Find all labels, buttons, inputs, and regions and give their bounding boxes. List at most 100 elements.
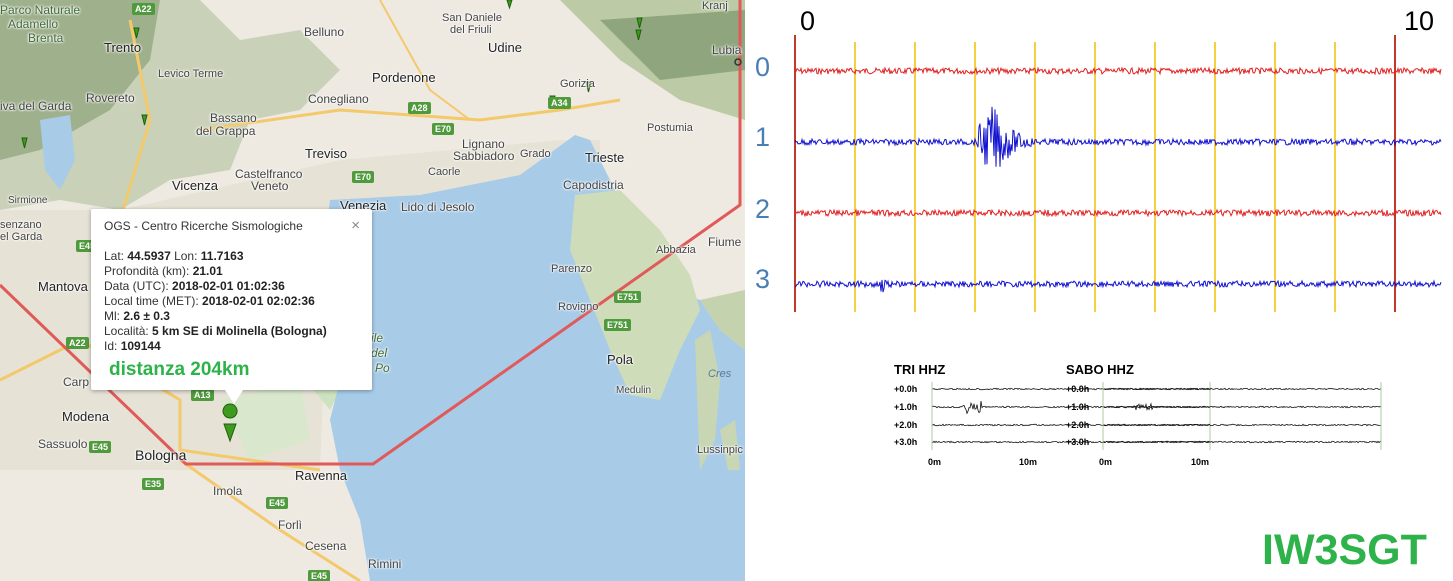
popup-title: OGS - Centro Ricerche Sismologiche (104, 219, 303, 233)
helicorder-plot (794, 35, 1442, 312)
map-label: Trento (104, 40, 142, 55)
id-label: Id: (104, 339, 121, 353)
distance-label: distanza 204km (109, 359, 250, 380)
local-time-label: Local time (MET): (104, 294, 203, 308)
map-label: del Friuli (450, 24, 492, 36)
map-label: Sirmione (8, 195, 48, 206)
map-label: senzano (0, 219, 42, 231)
mini-row-label: +0.0h (1066, 384, 1090, 394)
map-label: Pordenone (372, 70, 436, 85)
map-label: Mantova (38, 279, 88, 294)
map-label: Lussinpic (697, 444, 743, 456)
local-time-value: 2018-02-01 02:02:36 (202, 294, 315, 308)
road-shield: E70 (352, 171, 375, 183)
map-label: Treviso (305, 146, 348, 161)
map-label: Vicenza (172, 178, 219, 193)
lat-value: 44.5937 (127, 249, 171, 263)
road-shield: A13 (191, 389, 214, 401)
trace-label-3: 3 (755, 264, 771, 294)
map-label: Abbazia (656, 244, 696, 256)
mini-axis-start: 0m (1099, 457, 1113, 467)
close-icon[interactable]: × (351, 217, 360, 234)
map-label: Kranj (702, 0, 728, 12)
road-shield: E751 (604, 319, 632, 331)
map-label: Rovereto (86, 91, 135, 105)
popup-tail (225, 390, 243, 404)
mini-axis-start: 0m (928, 457, 942, 467)
utc-value: 2018-02-01 01:02:36 (172, 279, 285, 293)
mini-axis-end: 10m (1191, 457, 1210, 467)
map-label: Bologna (135, 447, 187, 463)
mini-axis-end: 10m (1019, 457, 1038, 467)
map-label: Lignano (462, 137, 505, 151)
map-label: Imola (213, 484, 243, 498)
map-label: Parenzo (551, 263, 592, 275)
depth-label: Profondità (km): (104, 264, 193, 278)
map-label: Conegliano (308, 92, 369, 106)
road-shield: E45 (308, 570, 331, 581)
road-shield: E35 (142, 478, 165, 490)
map-label: Bassano (210, 111, 257, 125)
map-panel[interactable]: Parco Naturale Adamello Brenta Trento Le… (0, 0, 745, 581)
popup-details: Lat: 44.5937 Lon: 11.7163 Profondità (km… (104, 249, 327, 354)
mini-trace (931, 401, 1211, 415)
time-axis-start: 0 (800, 6, 816, 36)
map-label: Rimini (368, 557, 402, 571)
map-label: Pola (607, 352, 634, 367)
map-label: Sassuolo (38, 437, 88, 451)
road-shield: A28 (408, 102, 431, 114)
map-label: Veneto (251, 179, 289, 193)
map-label: Grado (520, 148, 551, 160)
road-shield: A34 (548, 97, 571, 109)
road-shield: A22 (66, 337, 89, 349)
trace-3 (794, 279, 1442, 293)
road-shield: E45 (266, 497, 289, 509)
map-label: Parco Naturale (0, 3, 81, 17)
map-label: Castelfranco (235, 167, 303, 181)
magnitude-value: 2.6 ± 0.3 (123, 309, 170, 323)
mini-row-label: +0.0h (894, 384, 918, 394)
map-label: Trieste (585, 150, 625, 165)
mini-row-label: +3.0h (1066, 437, 1090, 447)
map-label: Carp (63, 375, 90, 389)
map-label: Fiume (708, 235, 742, 249)
map-label: Udine (488, 40, 522, 55)
epicenter-marker[interactable] (222, 403, 238, 443)
popup-row-location: Località: 5 km SE di Molinella (Bologna) (104, 324, 327, 339)
trace-2 (794, 208, 1442, 218)
depth-value: 21.01 (192, 264, 223, 278)
popup-row-depth: Profondità (km): 21.01 (104, 264, 327, 279)
time-axis-end: 10 (1404, 6, 1435, 36)
mini-trace (1102, 423, 1381, 427)
map-label: Sabbiadoro (453, 149, 515, 163)
mini-row-label: +3.0h (894, 437, 918, 447)
map-label: Levico Terme (158, 68, 224, 80)
road-shield: E70 (432, 123, 455, 135)
map-label: Rovigno (558, 301, 599, 313)
lat-label: Lat: (104, 249, 128, 263)
mini-trace (1102, 440, 1382, 444)
trace-label-2: 2 (755, 194, 771, 224)
event-info-popup: OGS - Centro Ricerche Sismologiche × Lat… (91, 209, 372, 404)
mini-row-label: +2.0h (1066, 420, 1090, 430)
station-callsign: IW3SGT (1262, 526, 1427, 574)
map-label: Lubia (712, 43, 742, 57)
map-label: Venezia (340, 198, 387, 213)
map-label: Lido di Jesolo (401, 200, 475, 214)
map-label: Adamello (8, 17, 59, 31)
mini-row-label: +2.0h (894, 420, 918, 430)
map-label: Medulin (616, 385, 652, 396)
trace-label-1: 1 (755, 122, 771, 152)
popup-row-local: Local time (MET): 2018-02-01 02:02:36 (104, 294, 327, 309)
popup-row-id: Id: 109144 (104, 339, 327, 354)
road-shield: E751 (614, 291, 642, 303)
popup-row-magnitude: Ml: 2.6 ± 0.3 (104, 309, 327, 324)
road-shield: A22 (132, 3, 155, 15)
lon-label: Lon: (170, 249, 201, 263)
utc-label: Data (UTC): (104, 279, 173, 293)
map-label: Belluno (304, 25, 345, 39)
map-label: del Grappa (196, 124, 256, 138)
mini-trace (931, 423, 1211, 427)
map-label: el Garda (0, 231, 43, 243)
trace-label-0: 0 (755, 52, 771, 82)
